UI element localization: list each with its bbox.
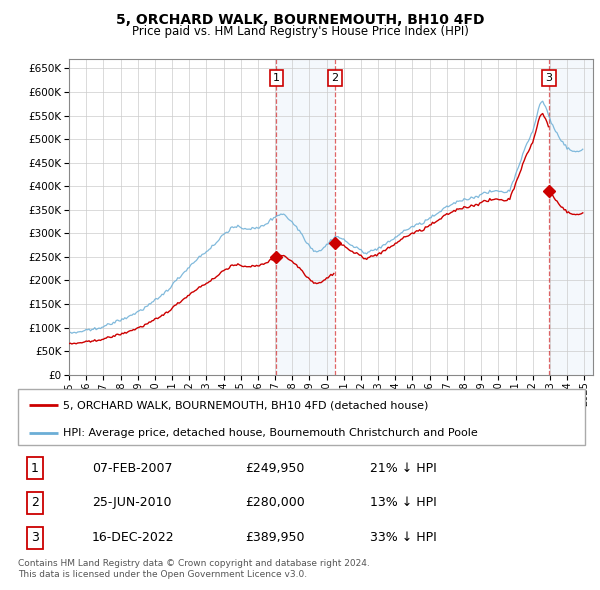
Bar (277, 59, 335, 375)
Text: 1: 1 (31, 461, 39, 474)
Text: £249,950: £249,950 (245, 461, 304, 474)
Bar (549, 59, 593, 375)
Text: 3: 3 (31, 532, 39, 545)
Text: 5, ORCHARD WALK, BOURNEMOUTH, BH10 4FD: 5, ORCHARD WALK, BOURNEMOUTH, BH10 4FD (116, 13, 484, 27)
Text: 3: 3 (545, 73, 553, 83)
Text: 2: 2 (31, 496, 39, 510)
Text: 25-JUN-2010: 25-JUN-2010 (92, 496, 171, 510)
Text: 33% ↓ HPI: 33% ↓ HPI (370, 532, 436, 545)
FancyBboxPatch shape (18, 389, 585, 445)
Text: Price paid vs. HM Land Registry's House Price Index (HPI): Price paid vs. HM Land Registry's House … (131, 25, 469, 38)
Text: 16-DEC-2022: 16-DEC-2022 (92, 532, 175, 545)
Text: £389,950: £389,950 (245, 532, 304, 545)
Text: 2: 2 (331, 73, 338, 83)
Text: 21% ↓ HPI: 21% ↓ HPI (370, 461, 436, 474)
Text: 13% ↓ HPI: 13% ↓ HPI (370, 496, 436, 510)
Text: 5, ORCHARD WALK, BOURNEMOUTH, BH10 4FD (detached house): 5, ORCHARD WALK, BOURNEMOUTH, BH10 4FD (… (64, 400, 429, 410)
Text: £280,000: £280,000 (245, 496, 305, 510)
Text: 07-FEB-2007: 07-FEB-2007 (92, 461, 172, 474)
Text: Contains HM Land Registry data © Crown copyright and database right 2024.
This d: Contains HM Land Registry data © Crown c… (18, 559, 370, 579)
Text: HPI: Average price, detached house, Bournemouth Christchurch and Poole: HPI: Average price, detached house, Bour… (64, 428, 478, 438)
Text: 1: 1 (273, 73, 280, 83)
